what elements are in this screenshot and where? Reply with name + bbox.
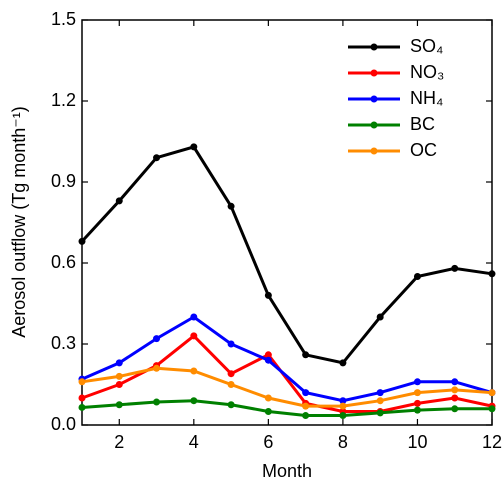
data-point — [264, 356, 272, 364]
data-point — [488, 270, 496, 278]
data-point — [488, 405, 496, 413]
data-point — [78, 403, 86, 411]
legend-label: BC — [410, 114, 435, 134]
data-point — [339, 359, 347, 367]
data-point — [413, 389, 421, 397]
data-point — [227, 370, 235, 378]
series-line — [80, 145, 493, 365]
data-point — [376, 397, 384, 405]
data-point — [302, 402, 310, 410]
data-point — [190, 367, 198, 375]
legend-label: OC — [410, 140, 437, 160]
series-line — [81, 315, 493, 403]
legend-marker — [370, 69, 378, 77]
x-tick-label: 6 — [263, 432, 273, 452]
legend-marker — [370, 43, 378, 51]
data-point — [376, 409, 384, 417]
legend-label: NH₄ — [410, 88, 443, 108]
data-point — [339, 402, 347, 410]
data-point — [488, 389, 496, 397]
data-point — [115, 197, 123, 205]
data-point — [413, 378, 421, 386]
data-point — [302, 412, 310, 420]
data-point — [413, 406, 421, 414]
data-point — [78, 394, 86, 402]
data-point — [302, 389, 310, 397]
data-point — [190, 397, 198, 405]
data-point — [115, 372, 123, 380]
data-point — [264, 291, 272, 299]
data-point — [451, 405, 459, 413]
x-tick-label: 10 — [407, 432, 427, 452]
data-point — [302, 351, 310, 359]
y-tick-label: 1.2 — [51, 90, 76, 110]
data-point — [451, 386, 459, 394]
data-point — [190, 313, 198, 321]
data-point — [227, 202, 235, 210]
x-tick-label: 4 — [189, 432, 199, 452]
data-point — [227, 340, 235, 348]
y-tick-label: 0.0 — [51, 414, 76, 434]
data-point — [264, 351, 272, 359]
data-point — [451, 378, 459, 386]
data-point — [78, 237, 86, 245]
data-point — [413, 273, 421, 280]
data-point — [115, 401, 123, 409]
data-point — [339, 397, 347, 405]
data-point — [376, 389, 384, 397]
data-point — [115, 381, 123, 388]
data-point — [115, 359, 123, 367]
data-point — [413, 399, 421, 407]
data-point — [78, 378, 86, 386]
data-point — [339, 412, 347, 420]
data-point — [376, 313, 384, 321]
legend-marker — [370, 95, 378, 103]
legend-marker — [370, 147, 378, 155]
plot-frame — [81, 19, 493, 426]
y-axis-label: Aerosol outflow (Tg month⁻¹) — [9, 106, 29, 338]
legend-marker — [370, 121, 378, 129]
series-line — [81, 399, 492, 418]
data-point — [190, 332, 198, 340]
data-point — [451, 394, 459, 402]
x-tick-label: 12 — [482, 432, 502, 452]
x-tick-label: 8 — [338, 432, 348, 452]
x-tick-label: 2 — [114, 432, 124, 452]
data-point — [227, 401, 235, 409]
y-tick-label: 0.3 — [51, 333, 76, 353]
data-point — [153, 398, 161, 406]
series-line — [81, 366, 493, 408]
data-point — [451, 264, 459, 272]
data-point — [264, 394, 272, 402]
legend-label: NO₃ — [410, 62, 444, 82]
legend-label: SO₄ — [410, 36, 443, 56]
data-point — [227, 381, 235, 388]
data-point — [190, 143, 198, 151]
x-axis-label: Month — [262, 461, 312, 481]
data-point — [153, 335, 161, 343]
data-point — [153, 154, 161, 162]
data-point — [153, 364, 161, 372]
y-tick-label: 0.9 — [51, 171, 76, 191]
y-tick-label: 1.5 — [51, 9, 76, 29]
data-point — [264, 408, 272, 415]
y-tick-label: 0.6 — [51, 252, 76, 272]
